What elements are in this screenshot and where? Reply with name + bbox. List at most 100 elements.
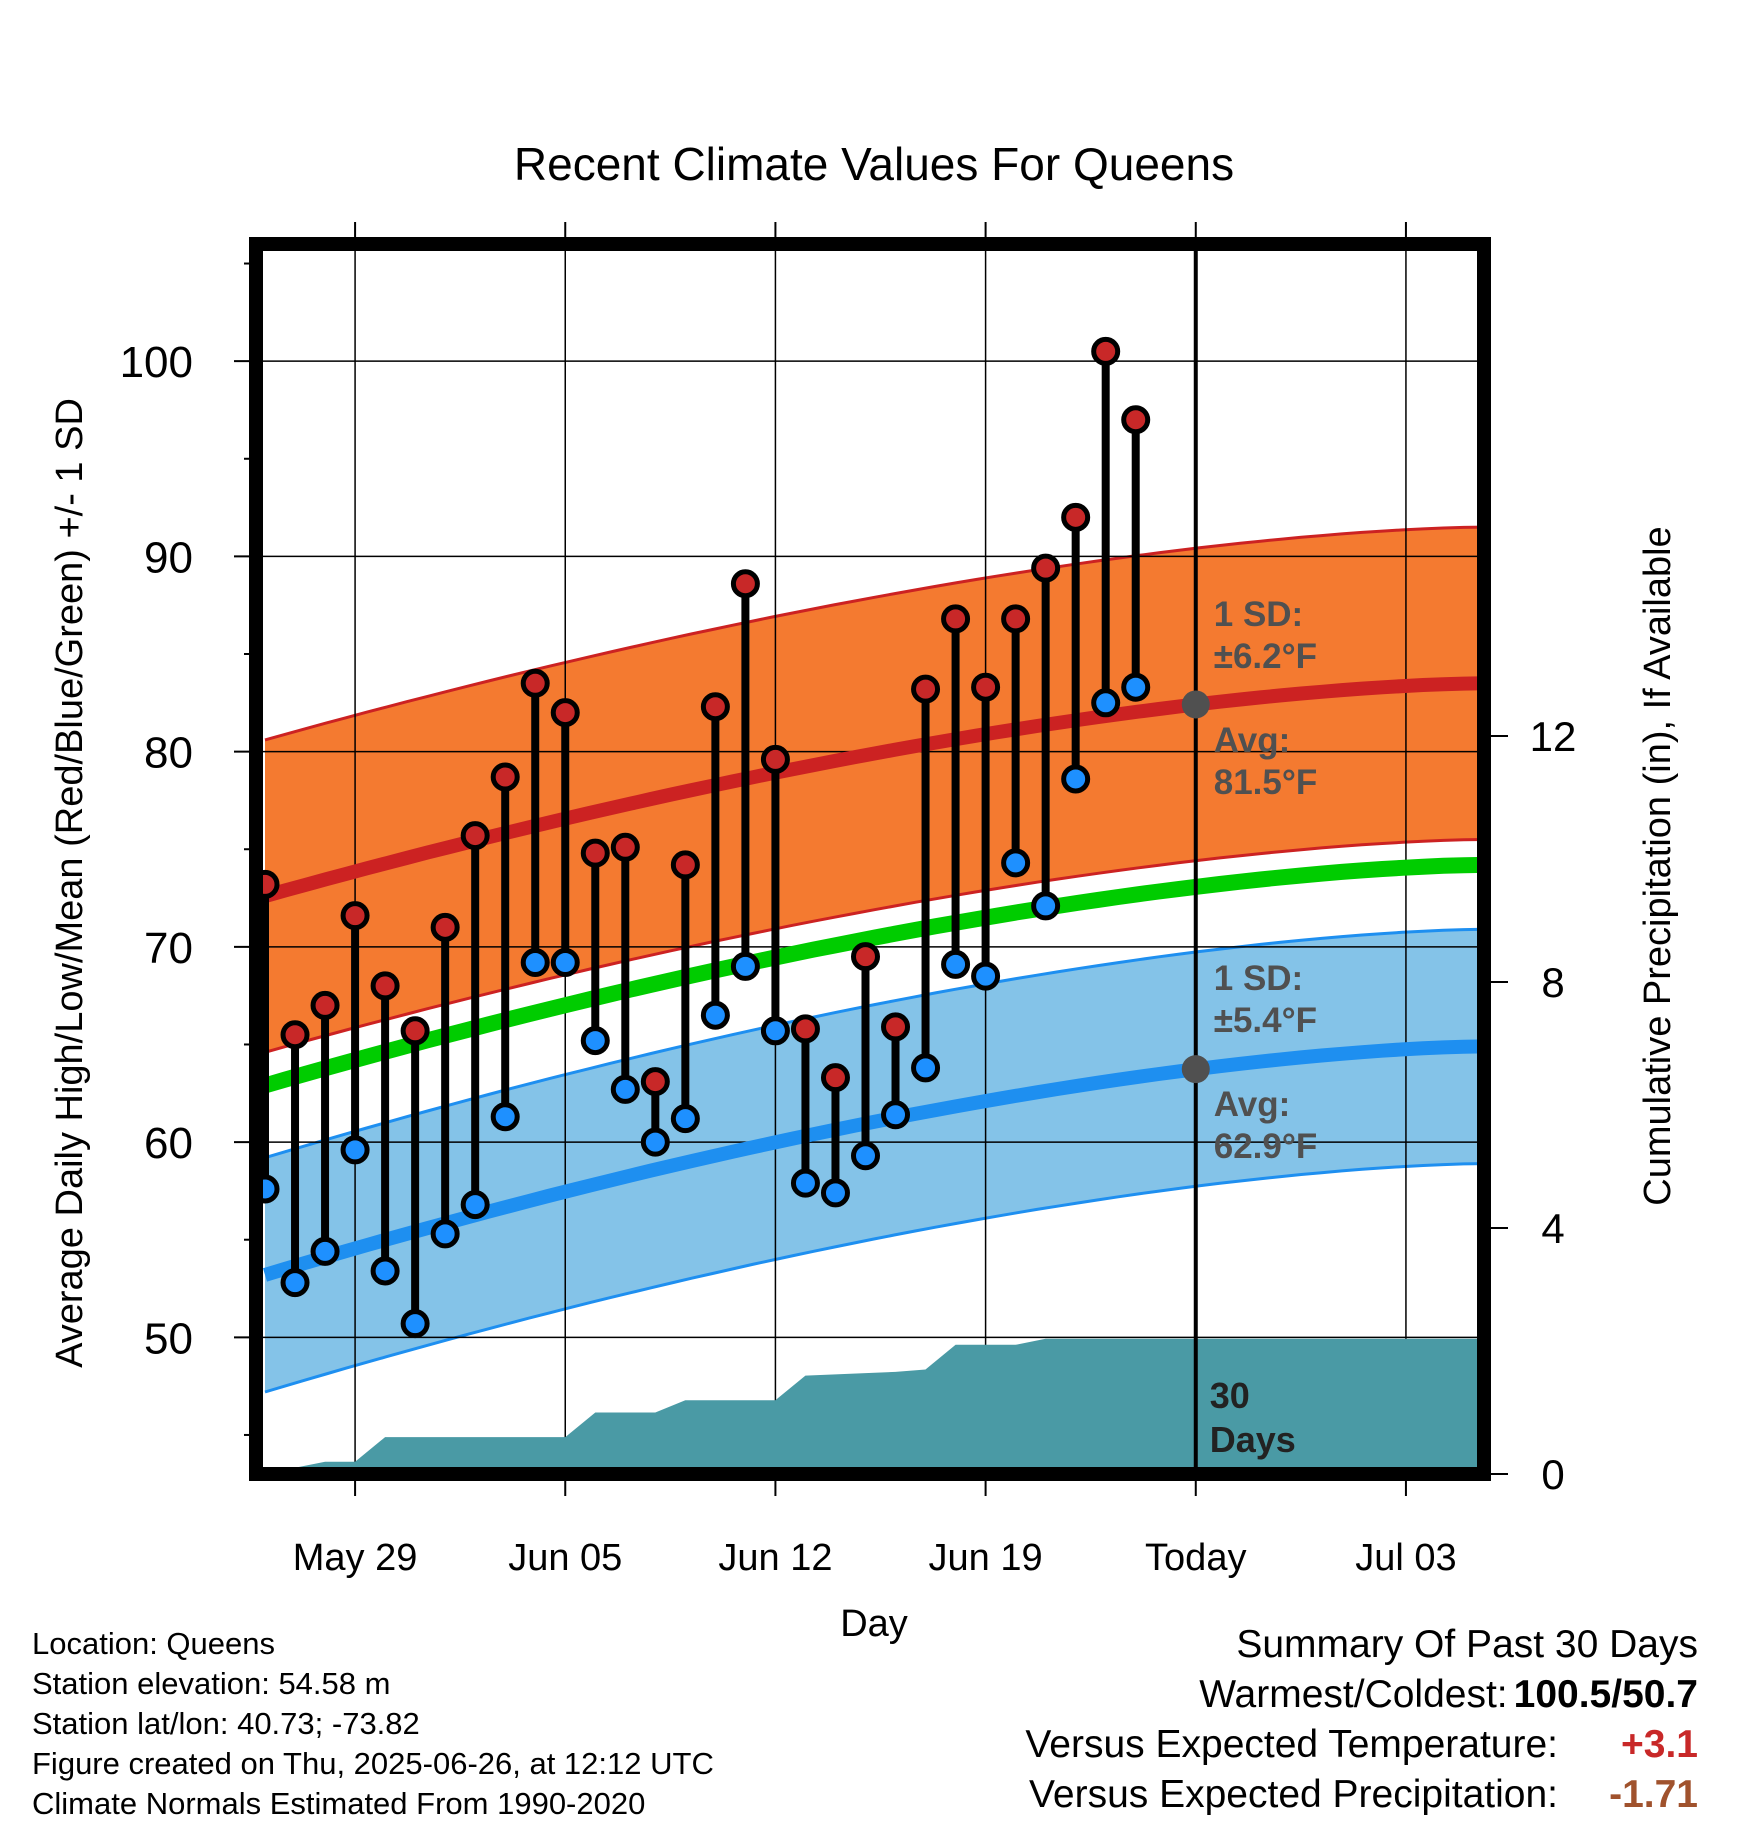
low-point: [610, 1074, 640, 1104]
info-location: Location: Queens: [32, 1626, 276, 1661]
plot-frame: [249, 237, 1491, 1481]
x-tick-label: Jun 12: [718, 1537, 832, 1579]
low-point: [760, 1016, 790, 1046]
summary-precip-row: Versus Expected Precipitation: -1.71: [1025, 1770, 1698, 1820]
low-point: [820, 1178, 850, 1208]
low-point: [881, 1100, 911, 1130]
high-point: [1001, 604, 1031, 634]
high-point: [610, 832, 640, 862]
high-point: [730, 569, 760, 599]
y2-tick-label: 4: [1541, 1205, 1564, 1252]
summary-temp-row: Versus Expected Temperature: +3.1: [1025, 1720, 1698, 1770]
y-tick-label: 80: [144, 729, 193, 778]
high-point: [1061, 502, 1091, 532]
chart-title: Recent Climate Values For Queens: [514, 138, 1234, 190]
high-point: [941, 604, 971, 634]
low-point: [580, 1026, 610, 1056]
high-point: [400, 1016, 430, 1046]
y2-tick-label: 12: [1530, 713, 1577, 760]
x-tick-label: Jun 05: [508, 1537, 622, 1579]
info-created: Figure created on Thu, 2025-06-26, at 12…: [32, 1746, 714, 1781]
low-point: [550, 947, 580, 977]
low-point: [1031, 891, 1061, 921]
high-point: [820, 1063, 850, 1093]
low-point: [460, 1190, 490, 1220]
y2-tick-label: 8: [1541, 959, 1564, 1006]
x-tick-label: May 29: [293, 1537, 418, 1579]
low-point: [1121, 672, 1151, 702]
plot-border: [249, 237, 1491, 1481]
summary-panel: Summary Of Past 30 Days Warmest/Coldest:…: [1025, 1620, 1698, 1820]
high-point: [760, 744, 790, 774]
summary-warmest-value: 100.5/50.7: [1513, 1673, 1698, 1716]
low-point: [730, 951, 760, 981]
low-band-lower-edge: [264, 1162, 1485, 1394]
low-avg-annotation: Avg: 62.9°F: [1214, 1085, 1318, 1166]
y-tick-label: 90: [144, 533, 193, 582]
summary-precip-value: -1.71: [1609, 1773, 1698, 1816]
today-marker: [1181, 244, 1210, 1474]
low-point: [1061, 764, 1091, 794]
info-latlon: Station lat/lon: 40.73; -73.82: [32, 1706, 420, 1741]
low-point: [400, 1309, 430, 1339]
low-point: [700, 1000, 730, 1030]
high-sd-band: [265, 527, 1484, 1053]
high-point: [370, 971, 400, 1001]
high-point: [1121, 405, 1151, 435]
annotations: 1 SD: ±6.2°F Avg: 81.5°F 1 SD: ±5.4°F Avg: 62.9…: [1214, 595, 1318, 1166]
high-point: [971, 672, 1001, 702]
high-point: [550, 698, 580, 728]
today-high-avg-dot: [1181, 690, 1210, 719]
daily-range-bars: [250, 336, 1151, 1339]
x-tick-label: Jun 19: [929, 1537, 1043, 1579]
summary-warmest-row: Warmest/Coldest: 100.5/50.7: [1025, 1670, 1698, 1720]
precip-cumulative-area: [265, 1338, 1484, 1474]
low-band-upper-edge: [264, 927, 1485, 1160]
high-point: [790, 1014, 820, 1044]
x-tick-label: Today: [1145, 1537, 1246, 1579]
low-point: [490, 1102, 520, 1132]
low-point: [1091, 688, 1121, 718]
high-point: [430, 912, 460, 942]
low-point: [790, 1168, 820, 1198]
high-point: [340, 901, 370, 931]
x-axis-label: Day: [840, 1603, 908, 1645]
low-point: [941, 949, 971, 979]
high-point: [850, 942, 880, 972]
summary-title: Summary Of Past 30 Days: [1236, 1623, 1698, 1666]
high-point: [700, 692, 730, 722]
today-low-avg-dot: [1181, 1055, 1210, 1084]
y-tick-label: 70: [144, 924, 193, 973]
high-point: [911, 674, 941, 704]
low-point: [370, 1256, 400, 1286]
y2-axis-label: Cumulative Precipitation (in), If Availa…: [1637, 526, 1679, 1205]
low-point: [911, 1053, 941, 1083]
info-normals: Climate Normals Estimated From 1990-2020: [32, 1786, 646, 1821]
x-tick-label: Jul 03: [1355, 1537, 1456, 1579]
high-point: [460, 821, 490, 851]
low-point: [1001, 848, 1031, 878]
high-point: [1031, 553, 1061, 583]
high-point: [310, 990, 340, 1020]
station-info: Location: Queens Station elevation: 54.5…: [32, 1624, 714, 1824]
summary-warmest-label: Warmest/Coldest:: [1199, 1673, 1508, 1716]
low-point: [520, 947, 550, 977]
low-point: [310, 1236, 340, 1266]
y-axis-label: Average Daily High/Low/Mean (Red/Blue/Gr…: [49, 398, 91, 1368]
low-point: [670, 1104, 700, 1134]
y2-tick-label: 0: [1541, 1451, 1564, 1498]
high-point: [490, 762, 520, 792]
summary-temp-label: Versus Expected Temperature:: [1025, 1723, 1558, 1766]
summary-temp-value: +3.1: [1621, 1723, 1698, 1766]
precip-days-label: 30 Days: [1210, 1375, 1296, 1460]
high-sd-annotation: 1 SD: ±6.2°F: [1214, 595, 1317, 676]
low-point: [850, 1141, 880, 1171]
low-point: [971, 961, 1001, 991]
high-band-upper-edge: [264, 525, 1485, 742]
low-point: [430, 1219, 460, 1249]
precipitation-area: 30 Days: [265, 1338, 1484, 1474]
summary-precip-label: Versus Expected Precipitation:: [1029, 1773, 1558, 1816]
y-tick-label: 60: [144, 1119, 193, 1168]
